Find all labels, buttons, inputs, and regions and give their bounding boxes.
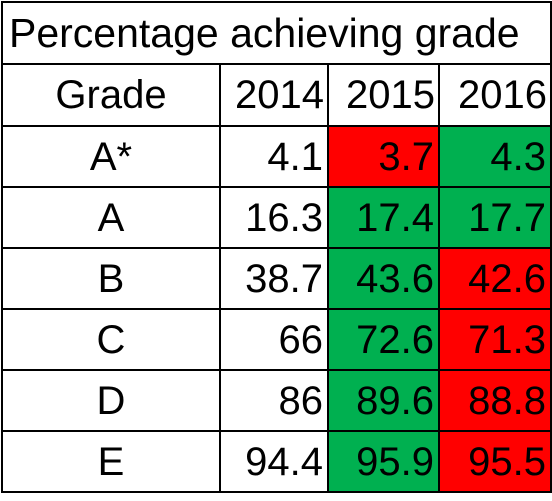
value-cell-2014: 94.4	[219, 430, 329, 493]
table-row: E 94.4 95.9 95.5	[1, 430, 552, 493]
column-header-2016: 2016	[437, 63, 552, 127]
value-cell-2016: 95.5	[437, 430, 552, 493]
value-cell-2015: 95.9	[327, 430, 440, 493]
column-header-2014: 2014	[219, 63, 329, 127]
value-cell-2015: 43.6	[327, 247, 440, 310]
grade-cell: D	[1, 369, 221, 432]
table-header-row: Grade 2014 2015 2016	[1, 63, 552, 127]
value-cell-2015: 3.7	[327, 125, 440, 188]
column-header-2015: 2015	[327, 63, 440, 127]
value-cell-2016: 4.3	[437, 125, 552, 188]
table-row: A 16.3 17.4 17.7	[1, 186, 552, 249]
grade-cell: E	[1, 430, 221, 493]
value-cell-2014: 38.7	[219, 247, 329, 310]
grade-cell: A*	[1, 125, 221, 188]
value-cell-2014: 4.1	[219, 125, 329, 188]
value-cell-2014: 66	[219, 308, 329, 371]
value-cell-2016: 71.3	[437, 308, 552, 371]
value-cell-2014: 86	[219, 369, 329, 432]
value-cell-2015: 72.6	[327, 308, 440, 371]
table-title: Percentage achieving grade	[0, 1, 552, 65]
grade-cell: C	[1, 308, 221, 371]
value-cell-2016: 42.6	[437, 247, 552, 310]
grade-cell: A	[1, 186, 221, 249]
value-cell-2016: 17.7	[437, 186, 552, 249]
table-row: D 86 89.6 88.8	[1, 369, 552, 432]
grade-cell: B	[1, 247, 221, 310]
value-cell-2015: 17.4	[327, 186, 440, 249]
value-cell-2014: 16.3	[219, 186, 329, 249]
value-cell-2016: 88.8	[437, 369, 552, 432]
table-row: A* 4.1 3.7 4.3	[1, 125, 552, 188]
value-cell-2015: 89.6	[327, 369, 440, 432]
column-header-grade: Grade	[1, 63, 221, 127]
table-row: C 66 72.6 71.3	[1, 308, 552, 371]
table-title-row: Percentage achieving grade	[0, 1, 552, 65]
table-row: B 38.7 43.6 42.6	[1, 247, 552, 310]
